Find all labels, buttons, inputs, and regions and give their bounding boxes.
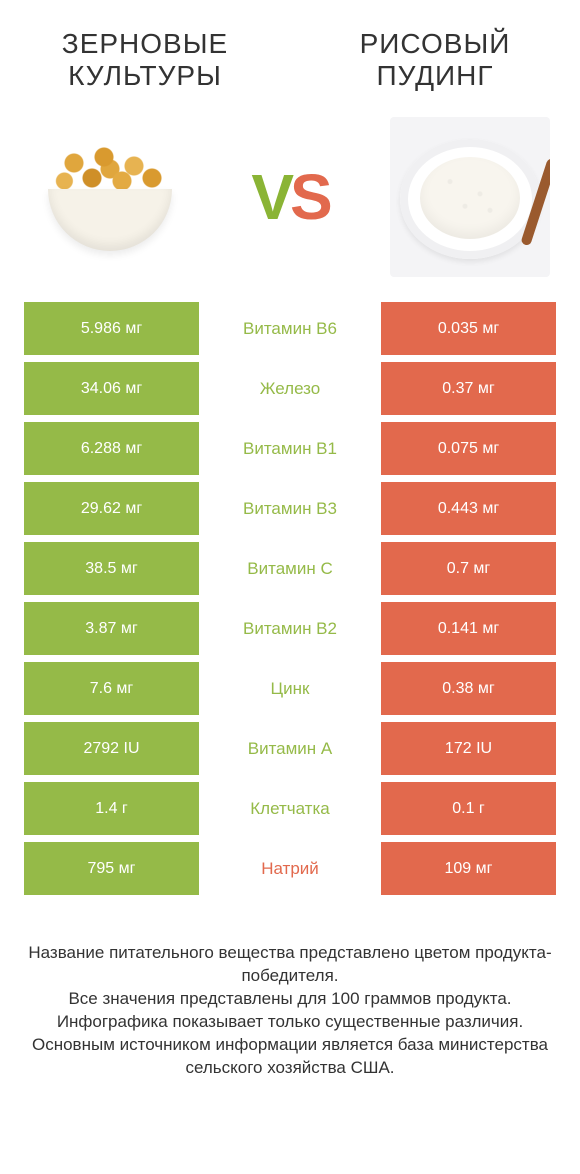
nutrient-label: Витамин A [199,722,381,775]
right-value: 0.443 мг [381,482,556,535]
right-value: 0.38 мг [381,662,556,715]
footer-line: Инфографика показывает только существенн… [28,1011,552,1034]
right-value: 0.37 мг [381,362,556,415]
left-value: 795 мг [24,842,199,895]
comparison-table: 5.986 мгВитамин B60.035 мг 34.06 мгЖелезо… [0,302,580,895]
right-value: 109 мг [381,842,556,895]
table-row: 6.288 мгВитамин B10.075 мг [24,422,556,475]
nutrient-label: Железо [199,362,381,415]
left-value: 2792 IU [24,722,199,775]
nutrient-label: Витамин B3 [199,482,381,535]
right-product-title: РИСОВЫЙ ПУДИНГ [320,28,550,92]
table-row: 29.62 мгВитамин B30.443 мг [24,482,556,535]
vs-v: V [251,161,290,233]
vs-label: VS [251,160,328,234]
footer-line: Название питательного вещества представл… [28,942,552,988]
nutrient-label: Витамин C [199,542,381,595]
left-value: 3.87 мг [24,602,199,655]
table-row: 3.87 мгВитамин B20.141 мг [24,602,556,655]
vs-s: S [290,161,329,233]
table-row: 2792 IUВитамин A172 IU [24,722,556,775]
footer-line: Все значения представлены для 100 граммо… [28,988,552,1011]
table-row: 5.986 мгВитамин B60.035 мг [24,302,556,355]
header: ЗЕРНОВЫЕ КУЛЬТУРЫ РИСОВЫЙ ПУДИНГ [0,0,580,102]
footer-notes: Название питательного вещества представл… [0,902,580,1080]
left-product-image [30,117,190,277]
right-value: 172 IU [381,722,556,775]
table-row: 34.06 мгЖелезо0.37 мг [24,362,556,415]
left-value: 29.62 мг [24,482,199,535]
nutrient-label: Натрий [199,842,381,895]
right-value: 0.141 мг [381,602,556,655]
right-value: 0.1 г [381,782,556,835]
visual-row: VS [0,102,580,302]
nutrient-label: Витамин B1 [199,422,381,475]
right-value: 0.7 мг [381,542,556,595]
left-value: 1.4 г [24,782,199,835]
nutrient-label: Витамин B6 [199,302,381,355]
nutrient-label: Цинк [199,662,381,715]
left-product-title: ЗЕРНОВЫЕ КУЛЬТУРЫ [30,28,260,92]
nutrient-label: Витамин B2 [199,602,381,655]
right-value: 0.035 мг [381,302,556,355]
table-row: 7.6 мгЦинк0.38 мг [24,662,556,715]
left-value: 5.986 мг [24,302,199,355]
nutrient-label: Клетчатка [199,782,381,835]
right-product-image [390,117,550,277]
table-row: 795 мгНатрий109 мг [24,842,556,895]
table-row: 38.5 мгВитамин C0.7 мг [24,542,556,595]
right-value: 0.075 мг [381,422,556,475]
footer-line: Основным источником информации является … [28,1034,552,1080]
left-value: 38.5 мг [24,542,199,595]
left-value: 7.6 мг [24,662,199,715]
left-value: 6.288 мг [24,422,199,475]
table-row: 1.4 гКлетчатка0.1 г [24,782,556,835]
left-value: 34.06 мг [24,362,199,415]
